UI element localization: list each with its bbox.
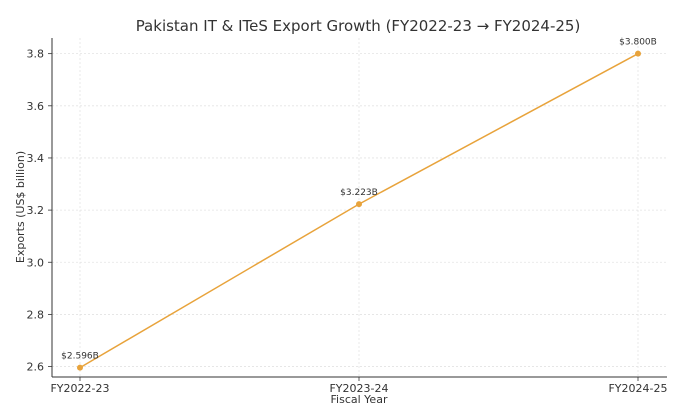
- x-tick-label: FY2023-24: [329, 382, 388, 395]
- data-point: [356, 201, 362, 208]
- grid: [52, 38, 667, 377]
- x-tick-label: FY2022-23: [50, 382, 109, 395]
- y-tick-label: 3.4: [27, 152, 45, 165]
- data-point: [635, 50, 641, 57]
- data-label: $3.800B: [619, 38, 657, 48]
- y-tick-label: 2.6: [27, 361, 45, 374]
- x-axis-label: Fiscal Year: [331, 393, 388, 404]
- y-tick-label: 2.8: [27, 308, 45, 321]
- data-label: $2.596B: [61, 352, 99, 362]
- axes: [48, 38, 667, 381]
- data-label: $3.223B: [340, 188, 378, 198]
- y-tick-label: 3.8: [27, 48, 45, 61]
- series-layer: [77, 50, 641, 371]
- x-tick-label: FY2024-25: [608, 382, 667, 395]
- chart-title: Pakistan IT & ITeS Export Growth (FY2022…: [136, 17, 581, 35]
- data-point: [77, 364, 83, 371]
- y-tick-label: 3.6: [27, 100, 45, 113]
- y-tick-label: 3.0: [27, 256, 45, 269]
- tick-labels: 2.6 2.8 3.0 3.2 3.4 3.6 3.8 FY2022-23 FY2023-24 F…: [27, 48, 668, 395]
- y-axis-label: Exports (US$ billion): [14, 151, 27, 263]
- y-tick-label: 3.2: [27, 204, 45, 217]
- data-labels: $2.596B $3.223B $3.800B: [61, 38, 657, 362]
